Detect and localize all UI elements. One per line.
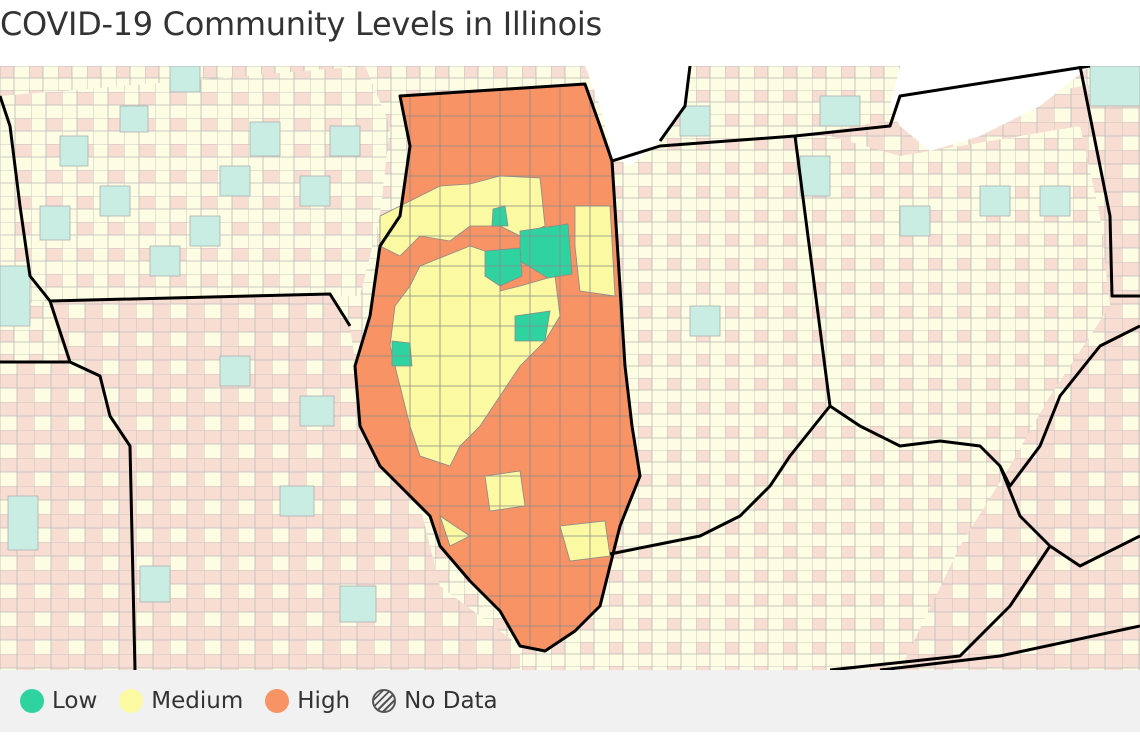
lake-erie xyxy=(890,66,1090,151)
legend-label-medium: Medium xyxy=(151,688,244,714)
legend-item-no-data[interactable]: No Data xyxy=(372,688,498,714)
legend-item-low[interactable]: Low xyxy=(20,688,97,714)
lake-michigan xyxy=(585,66,690,166)
legend-item-high[interactable]: High xyxy=(265,688,350,714)
state-borders xyxy=(0,66,1140,670)
legend-label-high: High xyxy=(297,688,351,714)
illinois-state[interactable] xyxy=(350,66,650,666)
high-level-dot-icon xyxy=(265,689,290,713)
medium-level-dot-icon xyxy=(119,689,144,713)
community-levels-map[interactable] xyxy=(0,66,1140,670)
map-legend: Low Medium High No Data xyxy=(0,670,1140,732)
no-data-hatch-icon xyxy=(372,689,397,713)
legend-label-no-data: No Data xyxy=(404,688,498,714)
legend-label-low: Low xyxy=(52,688,98,714)
low-level-dot-icon xyxy=(20,689,44,713)
map-title: COVID-19 Community Levels in Illinois xyxy=(0,5,602,43)
legend-item-medium[interactable]: Medium xyxy=(119,688,243,714)
